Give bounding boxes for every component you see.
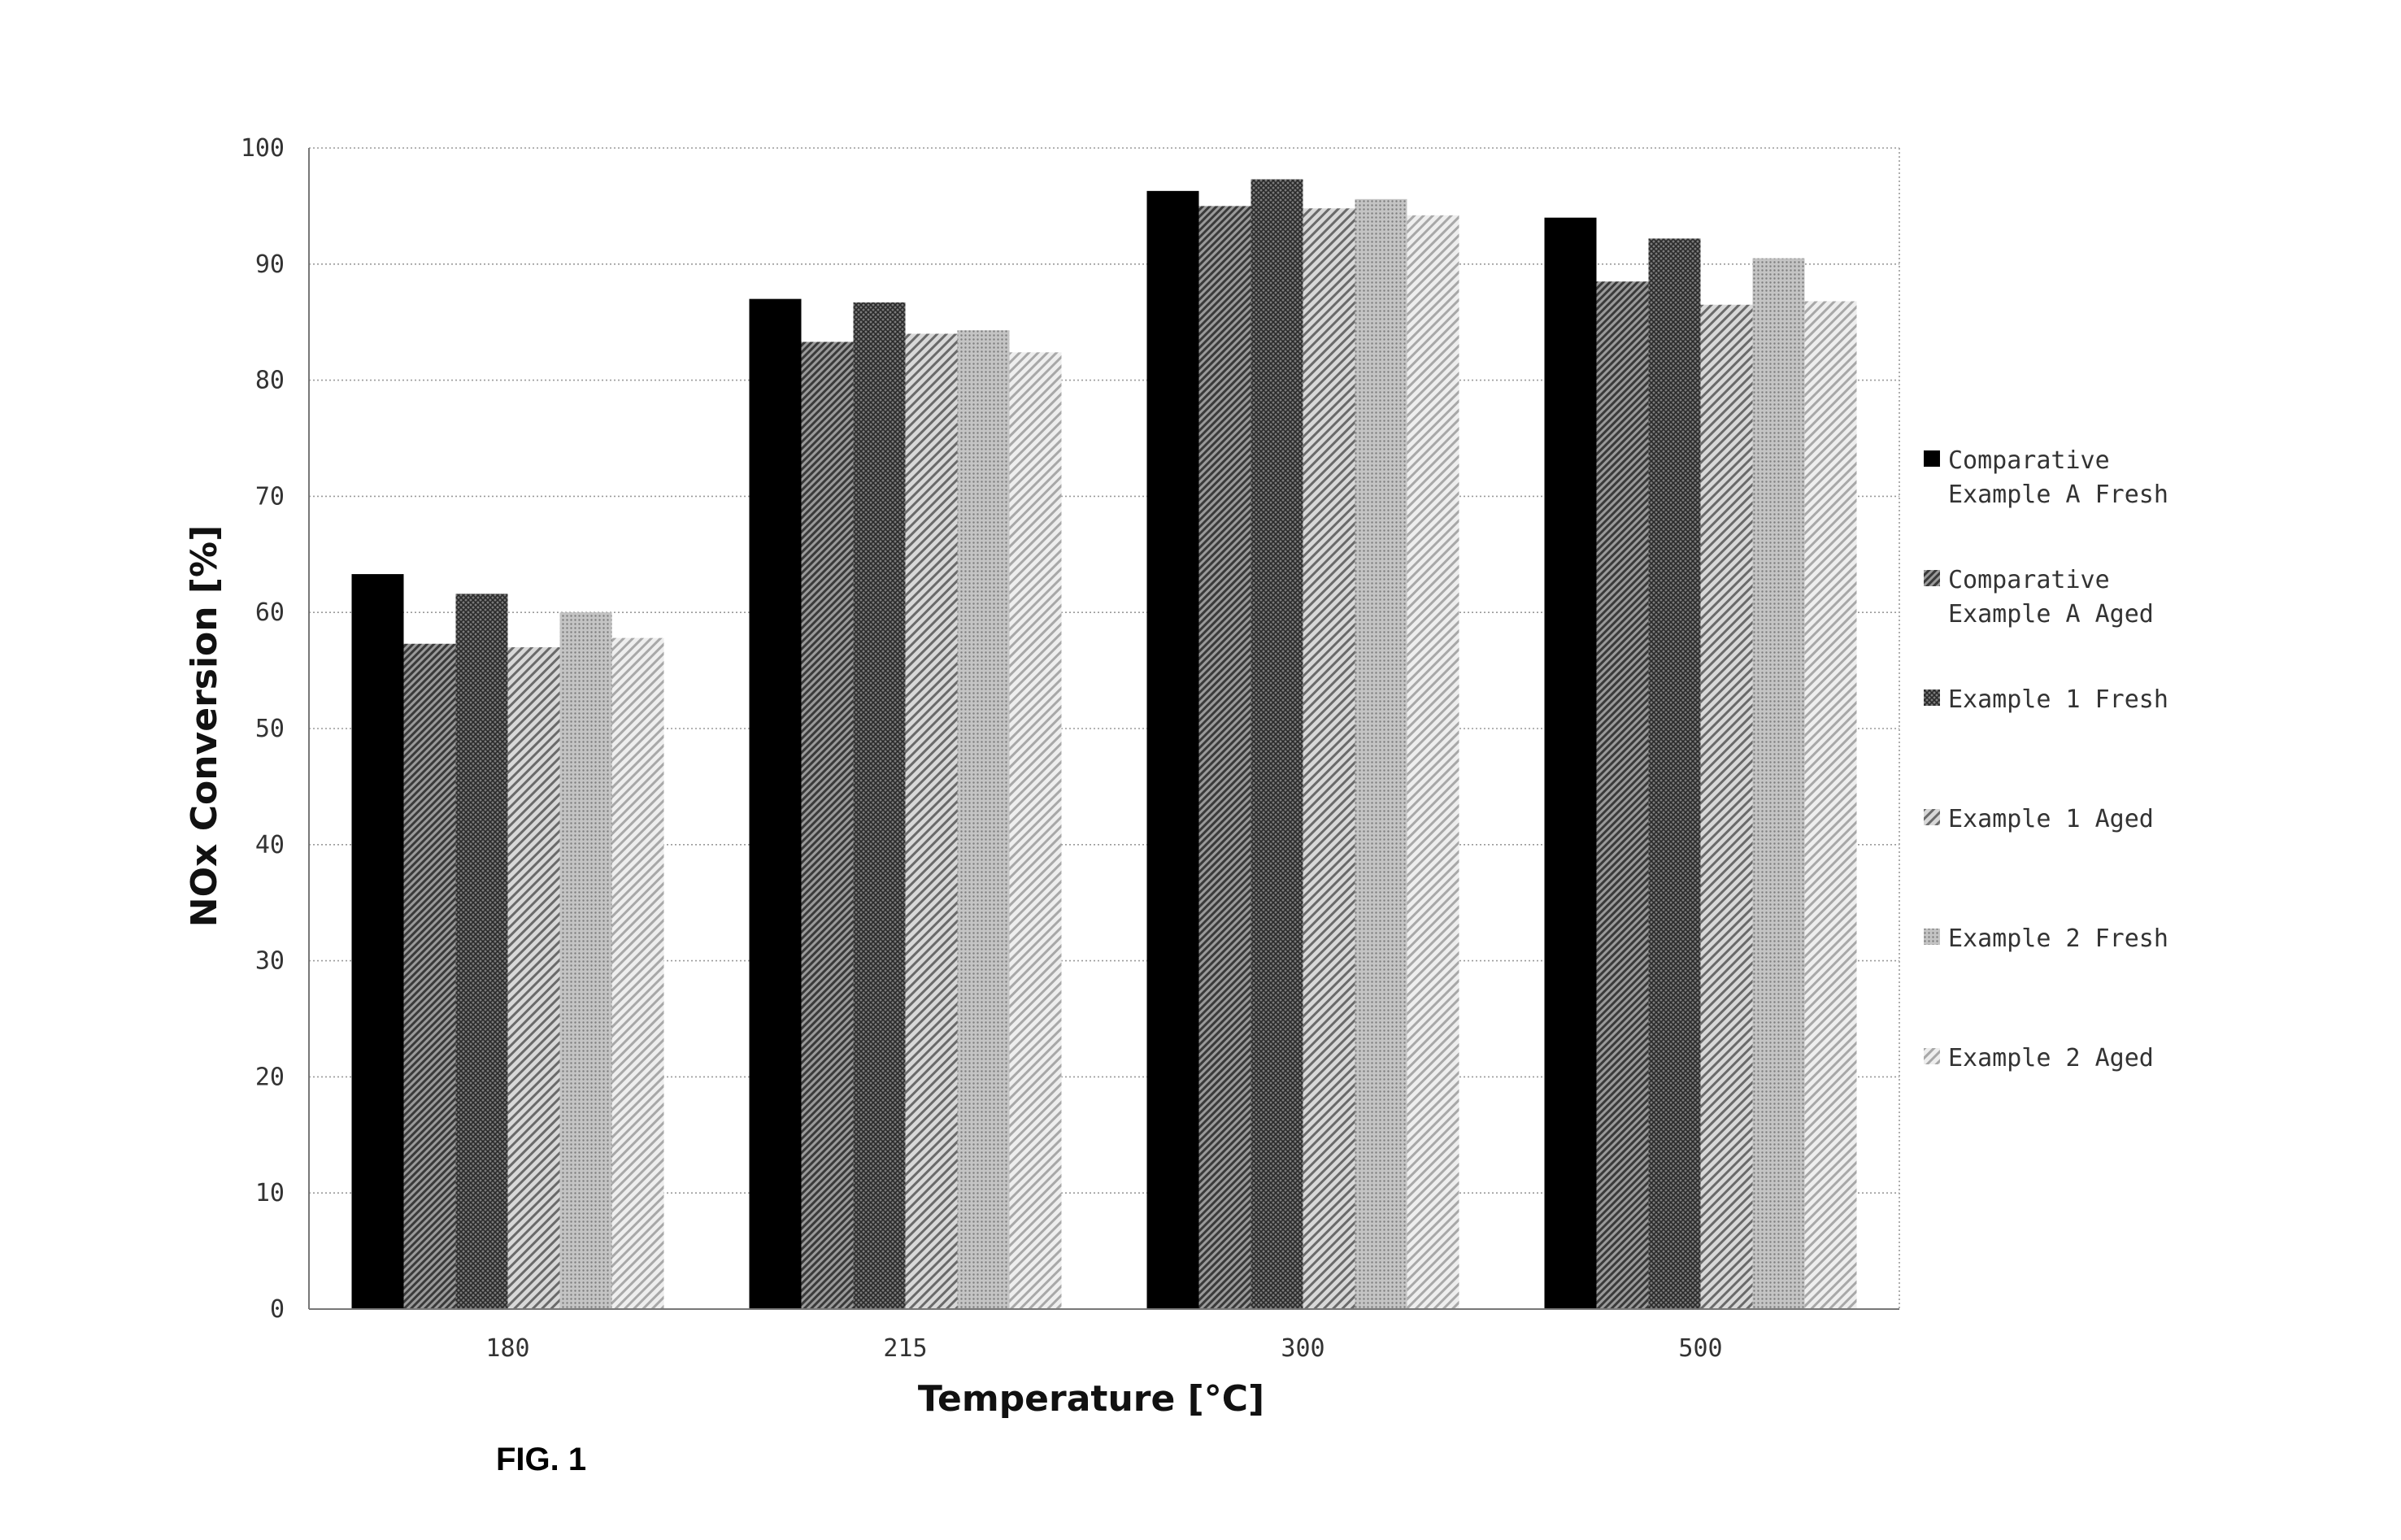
bar-215-series-1 [801, 341, 854, 1309]
y-tick-label: 90 [255, 250, 285, 279]
bar-300-series-2 [1251, 179, 1303, 1309]
bar-180-series-2 [455, 594, 508, 1309]
x-tick-label: 500 [1678, 1334, 1722, 1363]
bar-500-series-0 [1544, 217, 1597, 1310]
bar-500-series-2 [1648, 238, 1701, 1309]
y-tick-labels: 0 10 20 30 40 50 60 70 80 90 100 [241, 134, 285, 1324]
legend: Comparative Example A Fresh Comparative Exa… [1924, 446, 2168, 1072]
y-tick-label: 70 [255, 482, 285, 511]
legend-label: Example A Aged [1948, 600, 2154, 629]
bar-500-series-5 [1804, 301, 1857, 1310]
bar-500-series-3 [1700, 304, 1753, 1309]
y-axis-title: NOx Conversion [%] [184, 525, 225, 927]
bar-180-series-3 [507, 647, 560, 1309]
bar-300-series-0 [1146, 190, 1199, 1310]
y-tick-label: 60 [255, 598, 285, 627]
bar-300-series-3 [1303, 208, 1355, 1310]
bar-215-series-3 [905, 333, 958, 1310]
y-tick-label: 30 [255, 947, 285, 976]
bar-300-series-4 [1355, 198, 1407, 1309]
x-tick-label: 215 [883, 1334, 927, 1363]
y-tick-label: 0 [270, 1295, 285, 1324]
legend-label: Example 1 Fresh [1948, 685, 2168, 714]
y-tick-label: 20 [255, 1063, 285, 1091]
bar-215-series-5 [1009, 352, 1062, 1309]
legend-swatch-4 [1924, 929, 1940, 945]
bar-180-series-0 [351, 574, 404, 1309]
x-axis-title: Temperature [°C] [918, 1378, 1264, 1420]
bars [351, 179, 1857, 1310]
legend-label: Example 1 Aged [1948, 805, 2154, 833]
bar-215-series-2 [853, 302, 906, 1309]
x-tick-label: 180 [485, 1334, 529, 1363]
legend-swatch-5 [1924, 1048, 1940, 1064]
y-tick-label: 40 [255, 831, 285, 859]
x-tick-label: 300 [1281, 1334, 1324, 1363]
legend-swatch-3 [1924, 809, 1940, 825]
x-tick-labels: 180 215 300 500 [485, 1334, 1722, 1363]
y-tick-label: 80 [255, 367, 285, 395]
bar-500-series-4 [1752, 258, 1805, 1309]
bar-300-series-1 [1198, 206, 1251, 1309]
legend-swatch-1 [1924, 570, 1940, 586]
bar-300-series-5 [1407, 215, 1459, 1310]
bar-215-series-0 [749, 298, 802, 1309]
axes [308, 148, 1899, 1310]
bar-180-series-1 [403, 643, 456, 1309]
bar-180-series-5 [611, 637, 664, 1309]
legend-label: Example 2 Fresh [1948, 924, 2168, 953]
y-tick-label: 10 [255, 1179, 285, 1207]
y-tick-label: 50 [255, 715, 285, 743]
legend-label: Comparative [1948, 446, 2110, 475]
legend-swatch-0 [1924, 450, 1940, 467]
y-tick-label: 100 [241, 134, 285, 163]
bar-500-series-1 [1596, 281, 1649, 1310]
figure-label: FIG. 1 [496, 1442, 586, 1477]
legend-label: Example A Fresh [1948, 481, 2168, 509]
bar-215-series-4 [957, 330, 1010, 1309]
legend-label: Comparative [1948, 566, 2110, 594]
legend-swatch-2 [1924, 690, 1940, 706]
legend-label: Example 2 Aged [1948, 1044, 2154, 1072]
bar-180-series-4 [559, 612, 612, 1309]
